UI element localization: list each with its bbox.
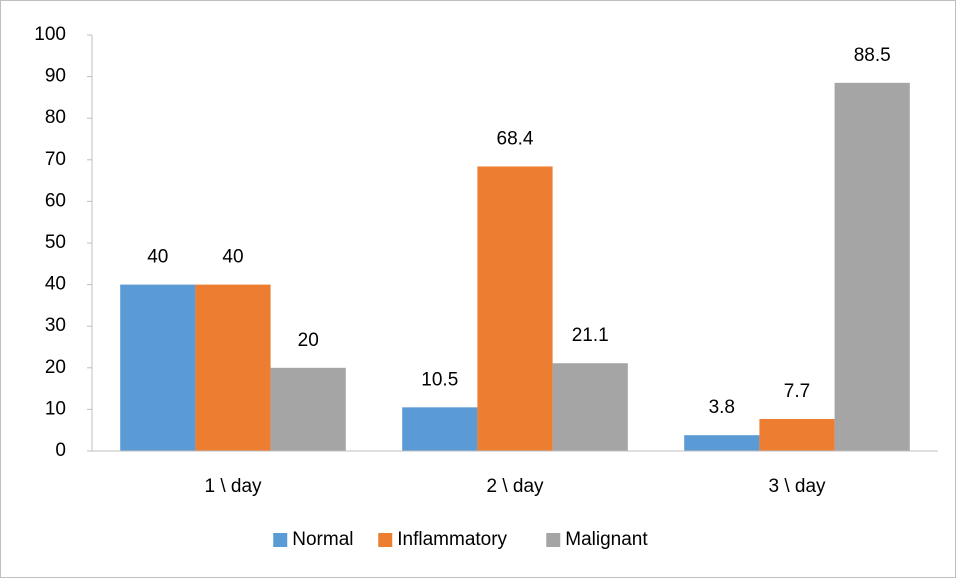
legend-swatch <box>546 533 561 547</box>
y-tick-label: 80 <box>45 107 66 128</box>
y-tick-label: 70 <box>45 149 66 170</box>
data-label: 7.7 <box>784 381 810 402</box>
bar <box>402 407 478 451</box>
bar <box>759 418 835 451</box>
data-label: 40 <box>147 247 168 268</box>
y-tick-label: 20 <box>45 357 66 378</box>
legend-swatch <box>378 533 393 547</box>
x-tick-label: 1 \ day <box>204 476 262 497</box>
y-tick-label: 100 <box>34 24 66 45</box>
y-tick-label: 60 <box>45 190 66 211</box>
legend-label: Malignant <box>565 529 648 550</box>
bar <box>120 284 196 451</box>
bar <box>552 363 628 451</box>
data-label: 40 <box>222 247 243 268</box>
legend-label: Normal <box>292 529 353 550</box>
bar <box>834 82 910 451</box>
data-label: 88.5 <box>854 45 891 66</box>
data-label: 21.1 <box>572 325 609 346</box>
bar <box>477 166 553 451</box>
x-tick-label: 2 \ day <box>486 476 544 497</box>
y-tick-label: 90 <box>45 66 66 87</box>
data-label: 3.8 <box>709 397 735 418</box>
y-tick-label: 0 <box>55 440 66 461</box>
y-tick-label: 50 <box>45 232 66 253</box>
y-tick-label: 40 <box>45 274 66 295</box>
data-label: 20 <box>298 330 319 351</box>
y-tick-label: 10 <box>45 398 66 419</box>
legend-label: Inflammatory <box>397 529 507 550</box>
data-label: 10.5 <box>421 369 458 390</box>
bar <box>270 367 346 451</box>
legend-swatch <box>273 533 288 547</box>
bar <box>195 284 271 451</box>
data-label: 68.4 <box>497 128 534 149</box>
y-tick-label: 30 <box>45 315 66 336</box>
bar <box>684 435 760 451</box>
x-tick-label: 3 \ day <box>768 476 826 497</box>
